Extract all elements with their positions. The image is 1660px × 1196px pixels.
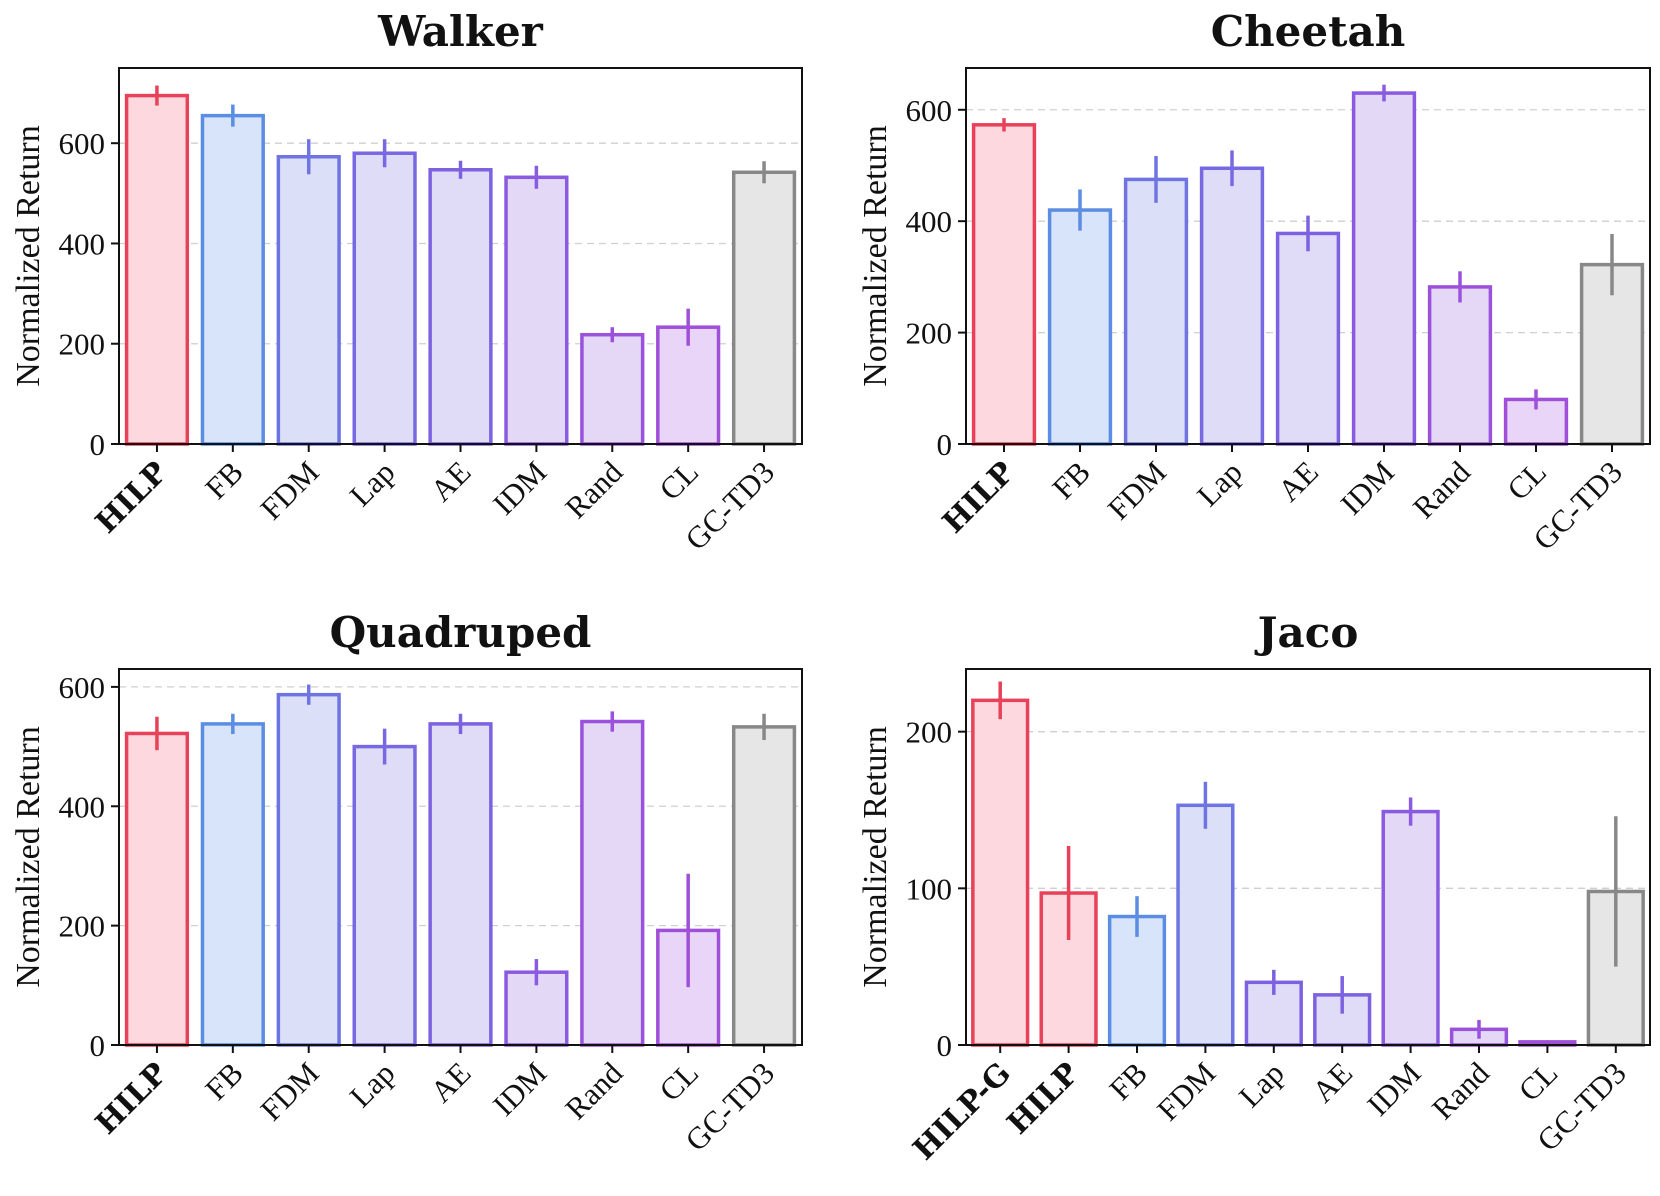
- y-axis-label: Normalized Return: [10, 125, 47, 387]
- x-tick-label: IDM: [486, 454, 553, 521]
- x-tick-label: Rand: [558, 1055, 629, 1126]
- y-tick-label: 0: [937, 1028, 953, 1063]
- chart-quadruped: Quadruped 0 200 400 600 Normalized Return HILP…: [10, 608, 803, 1158]
- x-tick-label: CL: [652, 1055, 705, 1108]
- x-tick-label: Lap: [343, 1055, 402, 1114]
- bar-hilp: [124, 731, 190, 1047]
- x-tick-label: FDM: [1150, 1055, 1222, 1127]
- plot-frame: [118, 668, 803, 1046]
- x-tick-label: Lap: [1190, 454, 1249, 513]
- bar-gc-td3: [731, 725, 797, 1047]
- y-tick-label: 200: [59, 909, 106, 944]
- bar-ae: [428, 168, 493, 446]
- x-tick-label: AE: [1271, 454, 1325, 508]
- x-tick-label: HILP: [936, 455, 1022, 541]
- bar-rand: [580, 332, 645, 446]
- y-tick-label: 600: [59, 670, 106, 705]
- y-tick-label: 100: [906, 871, 953, 906]
- x-tick-label: FDM: [253, 454, 325, 526]
- y-tick-label: 0: [937, 427, 953, 462]
- x-tick-label: HILP: [89, 455, 175, 541]
- bar-ae: [428, 722, 493, 1047]
- bar-idm: [504, 175, 569, 446]
- y-tick-label: 200: [906, 316, 953, 351]
- y-tick-label: 0: [90, 427, 106, 462]
- x-tick-label: HILP-G: [907, 1056, 1018, 1167]
- x-tick-label: Lap: [1232, 1055, 1291, 1114]
- chart-title: Walker: [377, 7, 544, 56]
- bar-lap: [352, 151, 417, 446]
- x-tick-label: AE: [1305, 1055, 1359, 1109]
- chart-title: Jaco: [1254, 608, 1359, 657]
- bar-lap: [1199, 166, 1265, 446]
- bar-rand: [1427, 285, 1493, 446]
- chart-title: Quadruped: [330, 608, 592, 657]
- bar-idm: [1381, 809, 1440, 1047]
- y-axis-label: Normalized Return: [857, 726, 894, 988]
- x-tick-label: Lap: [343, 454, 402, 513]
- y-axis-label: Normalized Return: [857, 125, 894, 387]
- bar-rand: [580, 719, 645, 1047]
- bar-hilp-g: [971, 698, 1030, 1047]
- x-tick-label: FB: [1045, 454, 1097, 506]
- bar-fb: [200, 722, 265, 1047]
- x-tick-label: CL: [1512, 1055, 1565, 1108]
- x-tick-label: FB: [1102, 1055, 1154, 1107]
- x-tick-label: FB: [198, 454, 250, 506]
- x-tick-label: Rand: [1406, 454, 1477, 525]
- y-tick-label: 600: [906, 93, 953, 128]
- bar-fdm: [1123, 177, 1189, 446]
- bar-hilp: [971, 123, 1037, 446]
- x-tick-label: AE: [423, 1055, 477, 1109]
- x-tick-label: FDM: [1101, 454, 1173, 526]
- y-tick-label: 200: [59, 327, 106, 362]
- bar-ae: [1275, 231, 1341, 446]
- chart-cheetah: Cheetah 0 200 400 600 Normalized Return HILP FB…: [857, 7, 1651, 557]
- x-tick-label: IDM: [1360, 1055, 1427, 1122]
- bar-fdm: [276, 154, 341, 446]
- bar-gc-td3: [731, 170, 797, 446]
- plot-frame: [118, 67, 803, 445]
- x-tick-label: AE: [423, 454, 477, 508]
- bar-hilp: [124, 93, 190, 446]
- bar-fdm: [1176, 803, 1235, 1047]
- y-tick-label: 200: [906, 715, 953, 750]
- chart-walker: Walker 0 200 400 600 Normalized Return HILP FB F…: [10, 7, 803, 557]
- bar-fb: [1047, 208, 1113, 446]
- x-tick-label: FB: [198, 1055, 250, 1107]
- x-tick-label: CL: [652, 454, 705, 507]
- y-tick-label: 400: [59, 789, 106, 824]
- y-tick-label: 400: [906, 204, 953, 239]
- bar-fb: [200, 113, 265, 446]
- x-tick-label: IDM: [486, 1055, 553, 1122]
- x-tick-label: FDM: [253, 1055, 325, 1127]
- x-tick-label: HILP: [1001, 1056, 1087, 1142]
- plot-frame: [965, 668, 1651, 1046]
- bar-fdm: [276, 692, 341, 1047]
- x-tick-label: Rand: [558, 454, 629, 525]
- x-tick-label: Rand: [1425, 1055, 1496, 1126]
- x-tick-label: CL: [1500, 454, 1553, 507]
- y-tick-label: 0: [90, 1028, 106, 1063]
- y-tick-label: 600: [59, 126, 106, 161]
- bar-lap: [352, 744, 417, 1047]
- x-tick-label: IDM: [1334, 454, 1401, 521]
- y-tick-label: 400: [59, 226, 106, 261]
- y-axis-label: Normalized Return: [10, 726, 47, 988]
- x-tick-label: HILP: [89, 1056, 175, 1142]
- bar-idm: [1351, 91, 1417, 446]
- plot-frame: [965, 67, 1651, 445]
- chart-title: Cheetah: [1211, 7, 1406, 56]
